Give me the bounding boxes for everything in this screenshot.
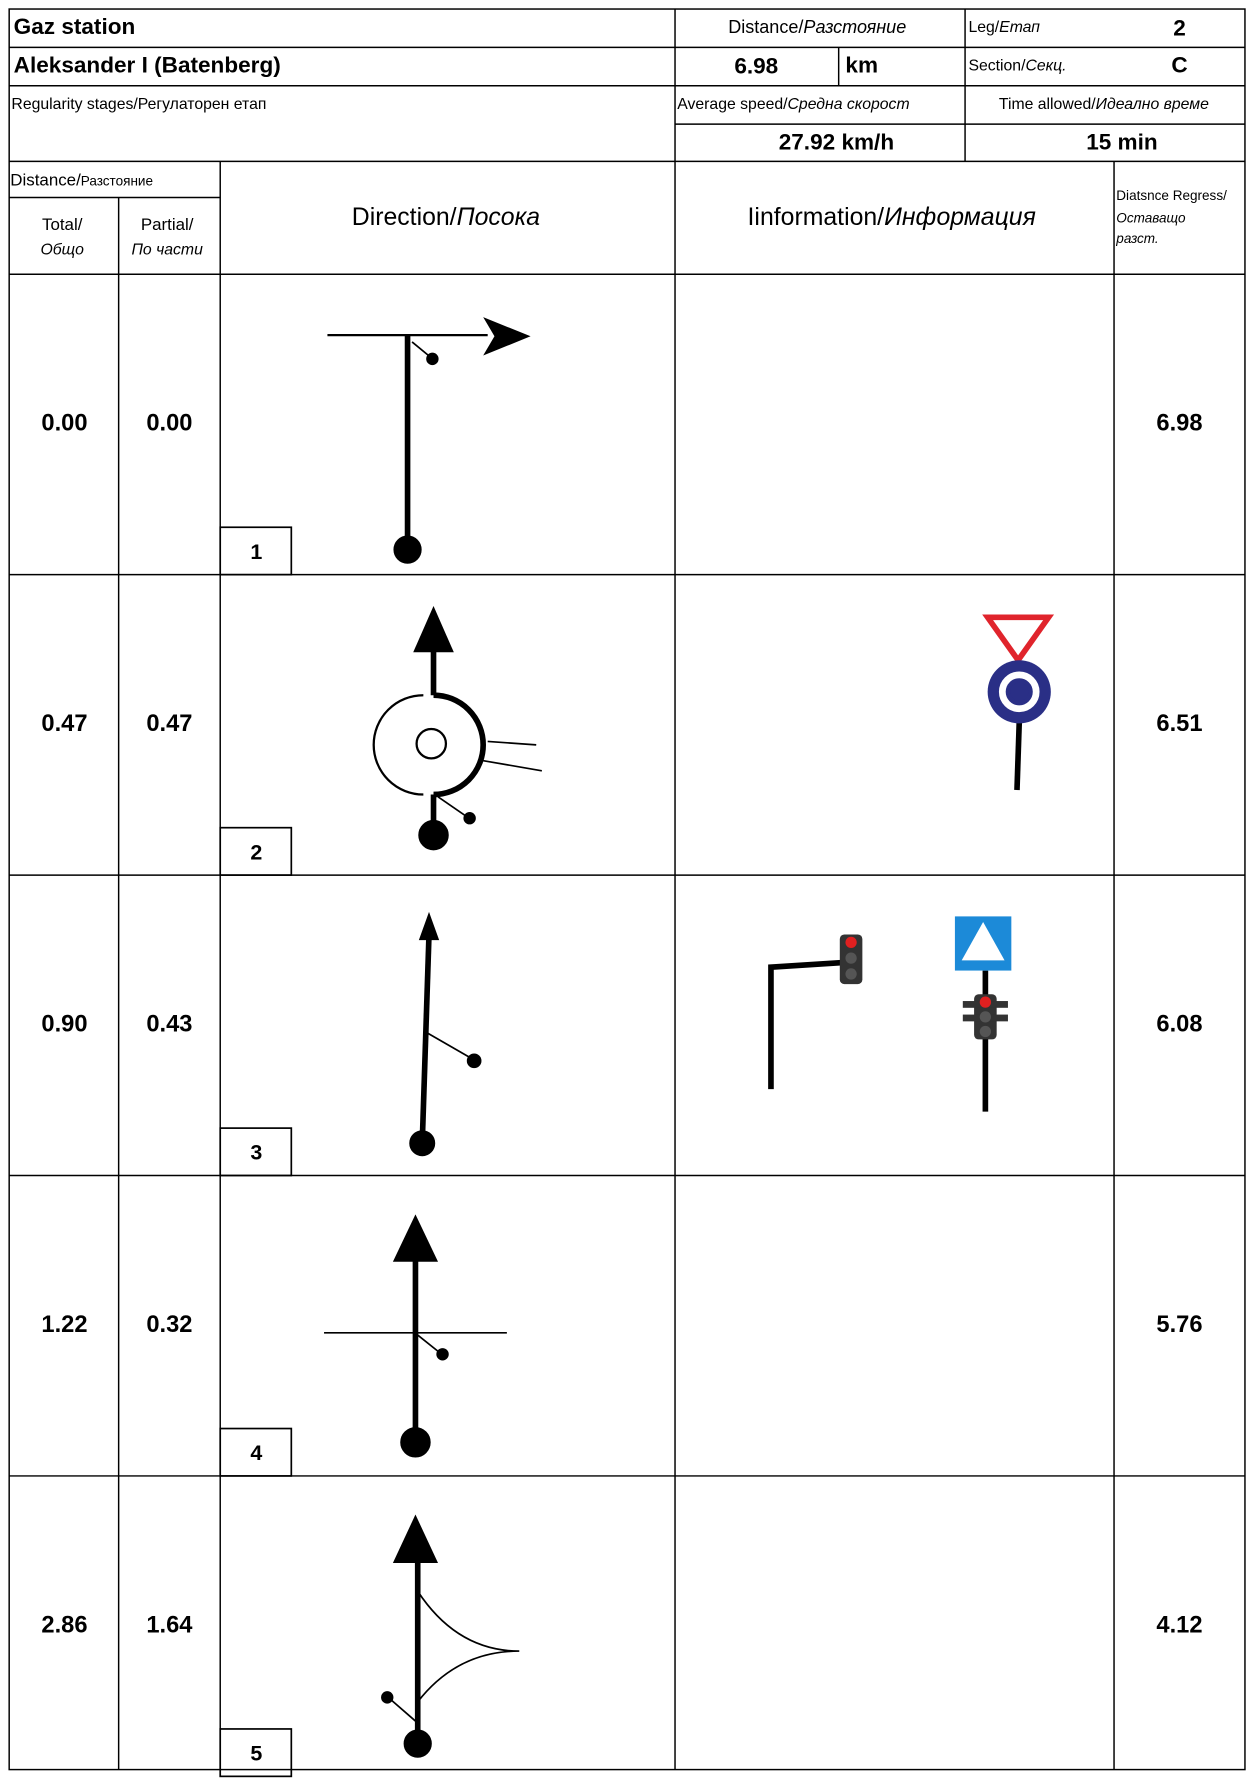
col-total: Total/ (42, 215, 83, 234)
grid (8, 8, 1246, 1771)
frame (8, 8, 1246, 1771)
total: 2.86 (41, 1612, 87, 1638)
leg-label: Leg/Етап (968, 19, 1040, 36)
total: 0.00 (41, 411, 87, 437)
section: C (1171, 53, 1187, 78)
distance-label: Distance/Разстояние (728, 17, 906, 37)
remaining: 5.76 (1156, 1312, 1202, 1338)
col-distance: Distance/Разстояние (10, 171, 153, 190)
direction-diagrams (324, 317, 543, 1758)
total: 0.90 (41, 1012, 87, 1038)
remaining: 6.51 (1156, 711, 1202, 737)
col-remaining: Diatsnce Regress/ (1116, 188, 1227, 203)
rows: 0.00 0.00 6.98 1 0.47 0.47 6.51 2 0.90 0.43 6.08 3 1… (9, 273, 1245, 1778)
time: 15 min (1086, 129, 1157, 154)
info-signs (768, 614, 1055, 1112)
col-direction: Direction/Посока (352, 203, 540, 230)
title: Gaz station (14, 14, 136, 39)
speed: 27.92 km/h (779, 129, 894, 154)
remaining: 4.12 (1156, 1612, 1202, 1638)
speed-label: Average speed/Средна скорост (677, 96, 909, 113)
partial: 0.00 (146, 411, 192, 437)
col-partial: Partial/ (141, 215, 194, 234)
total: 1.22 (41, 1312, 87, 1338)
partial: 0.43 (146, 1012, 192, 1038)
step-number: 3 (250, 1141, 262, 1165)
step-number: 4 (250, 1441, 262, 1465)
time-label: Time allowed/Идеално време (999, 96, 1209, 113)
partial: 0.32 (146, 1312, 192, 1338)
total: 0.47 (41, 711, 87, 737)
route-name: Aleksander I (Batenberg) (14, 53, 281, 78)
step-number: 5 (250, 1742, 262, 1766)
section-label: Section/Секц. (968, 58, 1066, 75)
col-remaining-bg: Оставащо (1116, 211, 1186, 226)
step-box (219, 1728, 293, 1778)
partial: 0.47 (146, 711, 192, 737)
remaining: 6.98 (1156, 411, 1202, 437)
leg: 2 (1173, 15, 1186, 40)
remaining: 6.08 (1156, 1012, 1202, 1038)
col-total-bg: Общо (41, 242, 85, 259)
stage: Regularity stages/Регулаторен етап (11, 96, 266, 113)
partial: 1.64 (146, 1612, 193, 1638)
col-remaining-bg: разст. (1115, 231, 1158, 246)
distance-unit: km (845, 53, 878, 78)
step-number: 2 (250, 840, 262, 864)
col-partial-bg: По части (131, 242, 203, 259)
col-information: Iinformation/Информация (748, 203, 1036, 230)
step-number: 1 (250, 540, 262, 564)
distance: 6.98 (734, 54, 778, 79)
